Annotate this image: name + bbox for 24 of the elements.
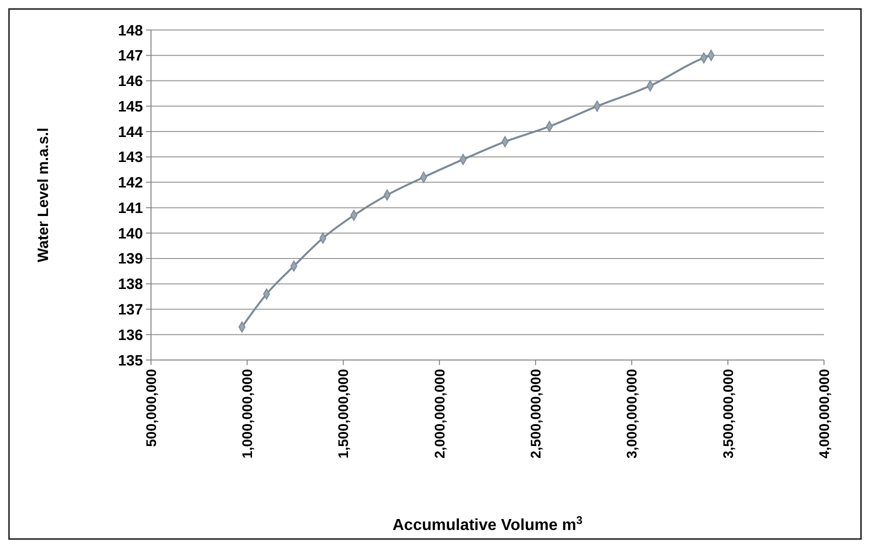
y-tick-label: 147 xyxy=(118,48,143,65)
y-tick-label: 137 xyxy=(118,301,143,318)
y-tick-label: 143 xyxy=(118,149,143,166)
x-tick-label: 2,500,000,000 xyxy=(527,368,544,459)
y-tick-label: 139 xyxy=(118,250,143,268)
x-tick-label: 4,000,000,000 xyxy=(816,368,832,459)
y-tick-label: 135 xyxy=(118,352,143,370)
y-axis-title: Water Level m.a.s.l xyxy=(35,128,52,262)
y-tick-label: 148 xyxy=(118,22,143,40)
y-tick-label: 144 xyxy=(118,124,144,141)
y-tick-label: 142 xyxy=(118,174,143,192)
x-axis-title: Accumulative Volume m$^{3}$ xyxy=(392,515,582,534)
y-tick-label: 141 xyxy=(118,200,143,217)
y-tick-label: 145 xyxy=(118,98,143,116)
x-tick-label: 3,500,000,000 xyxy=(720,368,736,459)
x-tick-label: 1,500,000,000 xyxy=(335,368,352,459)
x-tick-label: 1,000,000,000 xyxy=(239,368,256,459)
y-tick-label: 136 xyxy=(118,326,143,344)
y-tick-label: 138 xyxy=(118,276,143,294)
y-tick-label: 140 xyxy=(118,225,143,242)
x-tick-label: 500,000,000 xyxy=(142,368,159,447)
y-tick-label: 146 xyxy=(118,73,143,90)
x-tick-label: 2,000,000,000 xyxy=(431,368,448,459)
x-tick-label: 3,000,000,000 xyxy=(624,368,640,459)
